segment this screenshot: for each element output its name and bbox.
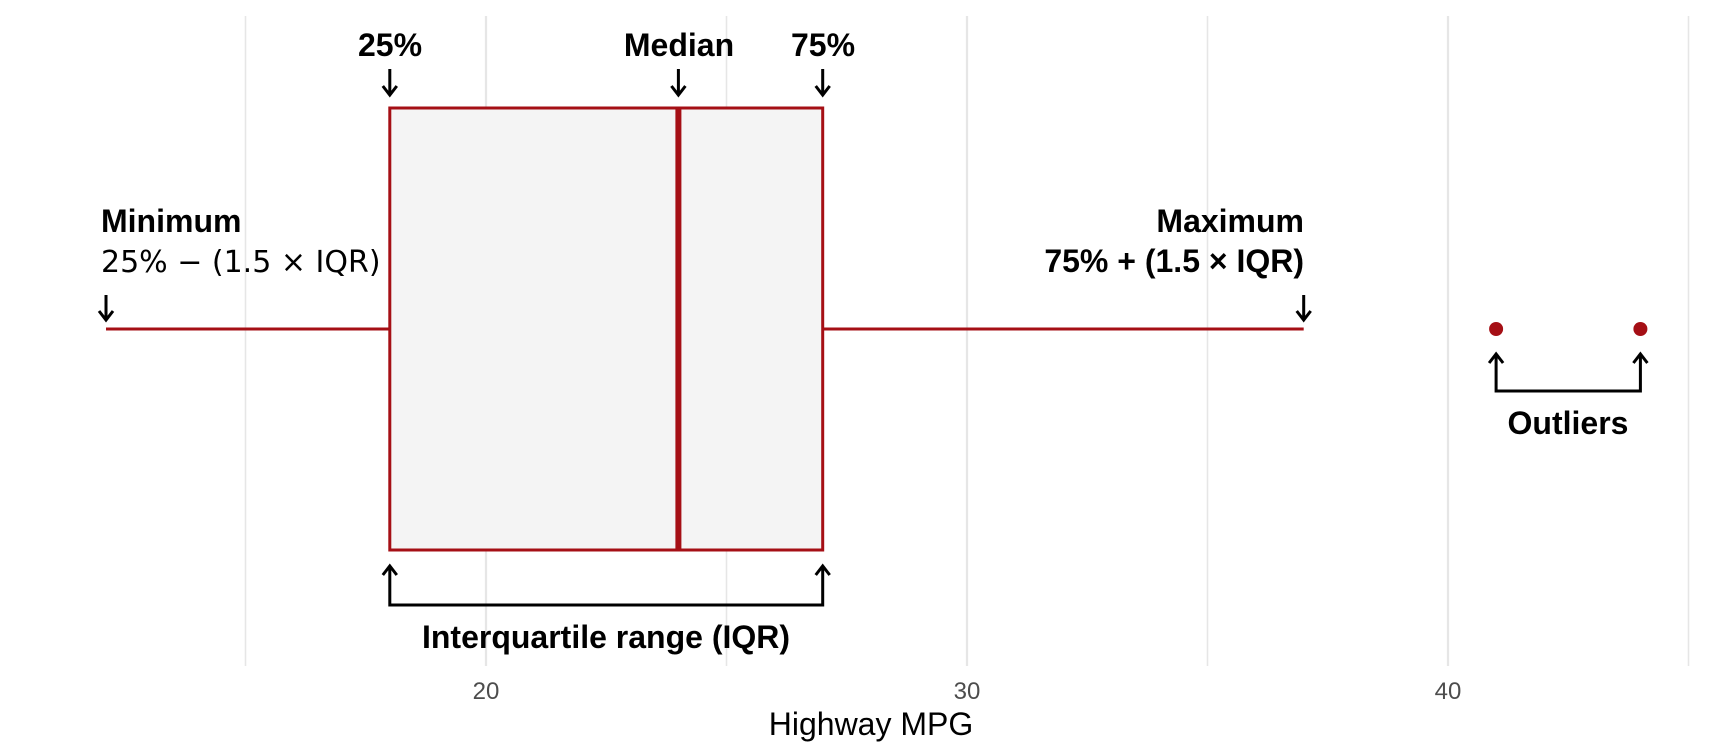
annotation-arrows [97, 69, 1649, 607]
iqr-bracket-icon [381, 563, 831, 607]
x-tick-label: 20 [473, 678, 500, 705]
x-axis-title: Highway MPG [769, 706, 974, 742]
minimum-formula: 25% − (1.5 × IQR) [101, 245, 381, 280]
q3-arrow-icon [814, 69, 831, 98]
x-axis-tick-labels: 20 30 40 [473, 678, 1462, 705]
q1-arrow-icon [381, 69, 398, 98]
minimum-arrow-icon [97, 295, 115, 323]
outliers-bracket-icon [1487, 351, 1649, 393]
outlier-point [1489, 322, 1504, 336]
iqr-box [388, 106, 825, 552]
x-tick-label: 40 [1435, 678, 1462, 705]
box-plot-marks [106, 106, 1648, 552]
median-arrow-icon [670, 69, 687, 98]
outlier-point [1633, 322, 1648, 336]
iqr-label: Interquartile range (IQR) [422, 619, 790, 655]
minimum-title: Minimum [101, 203, 241, 239]
median-label: Median [624, 27, 734, 63]
maximum-arrow-icon [1295, 295, 1312, 323]
outliers-label: Outliers [1508, 405, 1629, 441]
x-axis: 20 30 40 Highway MPG [473, 678, 1462, 742]
maximum-formula: 75% + (1.5 × IQR) [1044, 243, 1304, 279]
x-tick-label: 30 [954, 678, 981, 705]
q3-label: 75% [791, 27, 855, 63]
maximum-title: Maximum [1156, 203, 1304, 239]
annotations: 25% Median 75% Minimum 25% − (1.5 × IQR)… [97, 27, 1649, 655]
q1-label: 25% [358, 27, 422, 63]
